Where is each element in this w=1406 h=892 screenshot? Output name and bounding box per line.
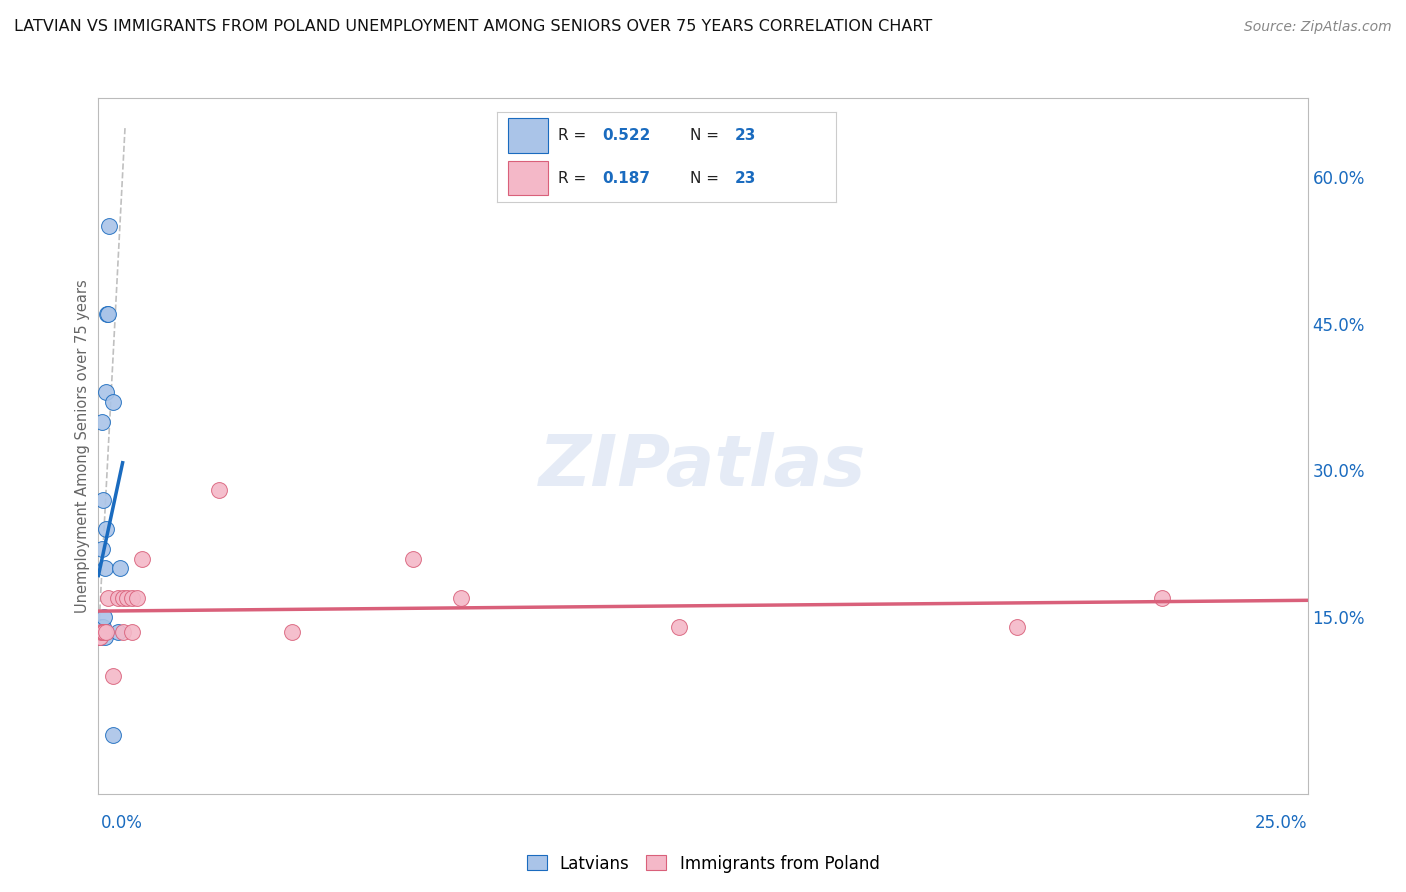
Point — [101, 669, 124, 683]
Point — [117, 591, 139, 605]
Point — [89, 625, 111, 640]
Point — [111, 591, 134, 605]
Point — [90, 541, 112, 556]
Point — [94, 625, 117, 640]
Point — [281, 625, 304, 640]
Point — [89, 630, 111, 644]
Point — [1007, 620, 1029, 634]
Text: LATVIAN VS IMMIGRANTS FROM POLAND UNEMPLOYMENT AMONG SENIORS OVER 75 YEARS CORRE: LATVIAN VS IMMIGRANTS FROM POLAND UNEMPL… — [14, 20, 932, 34]
Point — [90, 625, 112, 640]
Point — [93, 630, 115, 644]
Point — [93, 625, 115, 640]
Point — [96, 385, 118, 400]
Point — [402, 551, 425, 566]
Point — [97, 591, 120, 605]
Point — [450, 591, 472, 605]
Point — [89, 630, 111, 644]
Point — [121, 625, 143, 640]
Point — [101, 728, 124, 742]
Point — [111, 625, 134, 640]
Point — [97, 307, 120, 321]
Text: ZIPatlas: ZIPatlas — [540, 433, 866, 501]
Point — [89, 630, 111, 644]
Text: 0.0%: 0.0% — [101, 814, 143, 831]
Point — [131, 551, 153, 566]
Point — [107, 591, 129, 605]
Point — [94, 522, 117, 536]
Text: Source: ZipAtlas.com: Source: ZipAtlas.com — [1244, 21, 1392, 34]
Point — [108, 561, 131, 575]
Point — [96, 307, 118, 321]
Legend: Latvians, Immigrants from Poland: Latvians, Immigrants from Poland — [520, 848, 886, 880]
Point — [101, 395, 124, 409]
Point — [668, 620, 690, 634]
Point — [91, 625, 114, 640]
Point — [89, 630, 111, 644]
Point — [91, 415, 114, 429]
Point — [98, 219, 121, 233]
Point — [91, 625, 114, 640]
Point — [91, 492, 114, 507]
Text: 25.0%: 25.0% — [1256, 814, 1308, 831]
Point — [208, 483, 231, 497]
Point — [127, 591, 149, 605]
Point — [94, 561, 117, 575]
Point — [91, 620, 114, 634]
Point — [93, 610, 115, 624]
Point — [89, 630, 111, 644]
Point — [90, 625, 112, 640]
Y-axis label: Unemployment Among Seniors over 75 years: Unemployment Among Seniors over 75 years — [75, 279, 90, 613]
Point — [1152, 591, 1174, 605]
Point — [121, 591, 143, 605]
Point — [107, 625, 129, 640]
Point — [90, 620, 112, 634]
